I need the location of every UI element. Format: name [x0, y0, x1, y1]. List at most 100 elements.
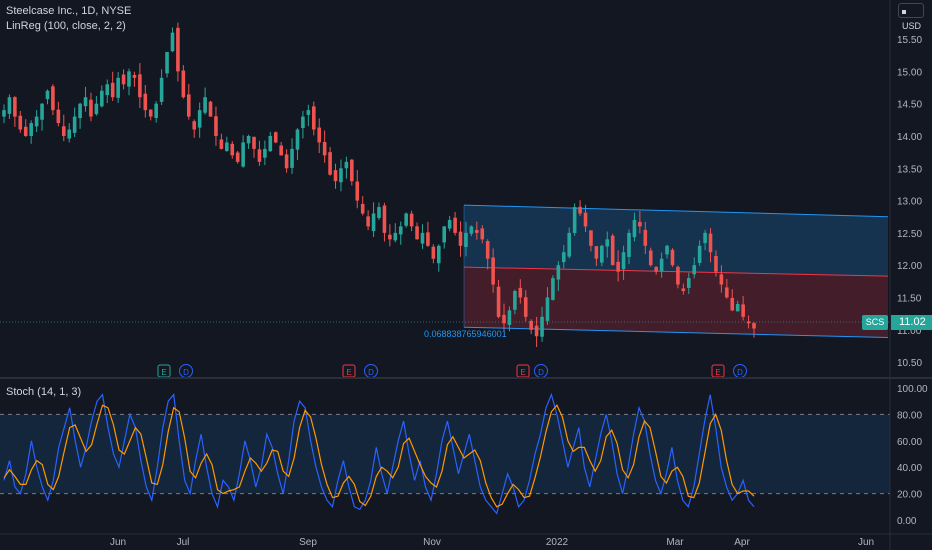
candle-body — [567, 232, 572, 257]
candle-body — [2, 110, 6, 117]
candle-body — [56, 109, 61, 124]
candle-body — [263, 148, 267, 158]
dividend-marker: D — [733, 364, 747, 378]
currency-tag[interactable]: USD — [898, 3, 924, 31]
candle-body — [100, 90, 104, 107]
candle-body — [600, 245, 604, 263]
candle-body — [643, 229, 648, 246]
candle-body — [458, 231, 463, 246]
candle-body — [529, 320, 533, 330]
candle-body — [561, 252, 566, 263]
candle-body — [480, 228, 485, 240]
y-tick-label: 15.00 — [897, 67, 922, 78]
candle-body — [197, 110, 202, 128]
candle-body — [708, 233, 713, 253]
x-tick-label: 2022 — [546, 537, 569, 548]
candle-body — [23, 126, 28, 136]
candle-body — [735, 303, 740, 312]
candle-body — [431, 246, 436, 259]
candle-body — [409, 213, 414, 227]
candle-body — [730, 297, 735, 311]
event-label: E — [346, 368, 351, 377]
earnings-marker: E — [516, 364, 530, 378]
candle-body — [279, 145, 283, 156]
candle-body — [13, 97, 17, 117]
stochastic-pane[interactable] — [0, 392, 890, 515]
candle-body — [94, 103, 99, 115]
chart-title: Steelcase Inc., 1D, NYSE — [6, 5, 132, 17]
candle-body — [208, 101, 213, 117]
candle-body — [676, 266, 680, 285]
x-tick-label: Mar — [666, 537, 684, 548]
candle-body — [105, 84, 110, 96]
candle-body — [507, 310, 512, 325]
candle-body — [219, 139, 224, 149]
y-tick-label: 11.50 — [897, 293, 922, 304]
candle-body — [176, 27, 180, 72]
candle-body — [371, 213, 376, 232]
candle-body — [686, 278, 691, 288]
channel-lower-line — [463, 326, 889, 339]
candle-body — [355, 181, 360, 201]
symbol-badge: SCS — [862, 315, 888, 330]
candle-body — [578, 206, 582, 214]
candle-body — [366, 216, 370, 227]
candle-body — [659, 258, 664, 272]
candle-body — [572, 207, 577, 234]
event-label: E — [520, 368, 525, 377]
channel-mid-line — [463, 266, 889, 277]
candle-body — [154, 103, 158, 118]
candle-body — [540, 316, 544, 337]
candle-body — [475, 229, 479, 233]
stoch-y-tick-label: 0.00 — [897, 516, 917, 527]
candle-body — [110, 82, 115, 98]
stoch-legend[interactable]: Stoch (14, 1, 3) — [6, 386, 82, 398]
candle-body — [306, 110, 311, 115]
candle-body — [638, 221, 642, 227]
y-tick-label: 13.50 — [897, 164, 922, 175]
candle-body — [225, 142, 229, 152]
candle-body — [513, 291, 517, 310]
candle-body — [752, 322, 756, 329]
y-tick-label: 13.00 — [897, 197, 922, 208]
candle-body — [442, 226, 447, 243]
candle-body — [420, 232, 425, 244]
candle-body — [268, 135, 273, 152]
indicator-legend[interactable]: LinReg (100, close, 2, 2) — [6, 20, 126, 32]
candle-body — [311, 106, 316, 130]
candle-body — [181, 70, 186, 98]
candle-body — [518, 287, 523, 298]
candle-body — [138, 74, 142, 98]
candle-body — [436, 245, 441, 264]
stoch-y-tick-label: 20.00 — [897, 490, 922, 501]
candle-body — [350, 159, 354, 182]
candle-body — [170, 32, 175, 52]
stoch-y-tick-label: 100.00 — [897, 384, 928, 395]
candle-body — [252, 136, 256, 149]
candle-body — [186, 94, 191, 117]
candle-body — [665, 245, 669, 255]
candle-body — [556, 265, 561, 280]
candle-body — [246, 135, 251, 144]
candle-body — [333, 170, 338, 182]
candle-body — [203, 97, 207, 113]
x-tick-label: Jul — [177, 537, 190, 548]
candle-body — [143, 93, 148, 111]
candle-body — [295, 129, 300, 150]
candle-body — [78, 103, 82, 119]
candle-body — [45, 90, 50, 100]
candle-body — [746, 321, 751, 324]
regression-value: 0.068838765946001 — [424, 329, 507, 339]
candle-body — [322, 141, 327, 156]
candle-body — [714, 256, 718, 272]
last-price-label: 11.02 — [891, 315, 932, 330]
candle-body — [605, 239, 610, 247]
candle-body — [89, 99, 93, 117]
candle-body — [464, 232, 468, 247]
candle-body — [40, 103, 44, 120]
candle-body — [241, 142, 245, 167]
stoch-y-tick-label: 60.00 — [897, 437, 922, 448]
candle-body — [616, 261, 620, 272]
